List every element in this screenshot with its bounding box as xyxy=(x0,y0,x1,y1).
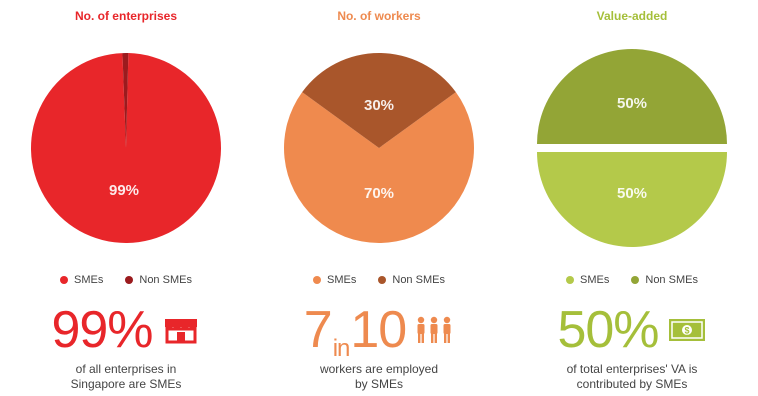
legend-label-non-smes: Non SMEs xyxy=(139,274,192,286)
pie-chart-value-added: 50% 50% xyxy=(537,49,727,247)
pie-slice-smes xyxy=(30,53,222,244)
pie-label-smes: 50% xyxy=(617,185,647,202)
desc-line-1: of total enterprises' VA is xyxy=(566,362,698,376)
legend-swatch-non-smes xyxy=(378,276,387,284)
desc-line-1: workers are employed xyxy=(319,362,439,376)
desc-line-1: of all enterprises in xyxy=(75,362,177,376)
stat-workers: 7in10 xyxy=(253,301,505,361)
legend-swatch-smes xyxy=(566,276,575,284)
stat-number: 7in10 xyxy=(303,301,407,361)
shop-icon xyxy=(164,319,197,344)
legend: SMEs Non SMEs xyxy=(253,274,505,286)
legend-swatch-smes xyxy=(60,276,69,284)
stat-value-added: 50% $ xyxy=(506,304,758,356)
legend-item-non-smes: Non SMEs xyxy=(378,274,445,286)
legend-item-non-smes: Non SMEs xyxy=(125,274,192,286)
pie-slice-non-smes xyxy=(537,49,727,144)
legend-item-smes: SMEs xyxy=(60,274,103,286)
banknote-icon: $ xyxy=(668,319,705,341)
stat-number-part-1: 7 xyxy=(303,301,333,359)
chart-title: Value-added xyxy=(596,9,668,23)
stat-number-part-2: 10 xyxy=(350,301,407,359)
chart-title: No. of enterprises xyxy=(74,9,178,23)
legend-swatch-smes xyxy=(313,276,322,284)
legend-item-smes: SMEs xyxy=(313,274,356,286)
pie-slice-non-smes xyxy=(122,53,129,149)
legend-swatch-non-smes xyxy=(631,276,640,284)
panel-workers: No. of workers 30% 70% SMEs Non SMEs 7in1… xyxy=(253,0,505,396)
desc-line-2: by SMEs xyxy=(354,377,403,391)
pie-label-smes: 99% xyxy=(109,182,139,199)
pie-slice-non-smes xyxy=(302,52,456,148)
legend-swatch-non-smes xyxy=(125,276,134,284)
stat-number: 99% xyxy=(51,301,153,359)
stat-connector: in xyxy=(332,335,351,362)
people-icon xyxy=(417,316,451,343)
legend-label-non-smes: Non SMEs xyxy=(645,274,698,286)
legend-item-smes: SMEs xyxy=(566,274,609,286)
pie-slice-smes xyxy=(284,92,474,243)
legend-label-smes: SMEs xyxy=(327,274,357,286)
stat-number: 50% xyxy=(557,301,659,359)
legend: SMEs Non SMEs xyxy=(506,274,758,286)
pie-label-non-smes: 30% xyxy=(364,97,394,114)
pie-label-smes: 70% xyxy=(364,185,394,202)
pie-chart-workers: 30% 70% xyxy=(284,52,474,243)
legend-label-smes: SMEs xyxy=(74,274,104,286)
desc-line-2: contributed by SMEs xyxy=(576,377,688,391)
svg-text:$: $ xyxy=(684,326,689,336)
legend: SMEs Non SMEs xyxy=(0,274,252,286)
stat-description: workers are employed by SMEs xyxy=(253,362,505,392)
pie-label-non-smes: 50% xyxy=(617,95,647,112)
stat-description: of all enterprises in Singapore are SMEs xyxy=(0,362,252,392)
stat-description: of total enterprises' VA is contributed … xyxy=(506,362,758,392)
legend-label-non-smes: Non SMEs xyxy=(392,274,445,286)
panel-enterprises: No. of enterprises 99% SMEs Non SMEs 99%… xyxy=(0,0,252,396)
pie-slice-smes xyxy=(537,152,727,247)
pie-chart-enterprises: 99% xyxy=(30,53,222,244)
legend-item-non-smes: Non SMEs xyxy=(631,274,698,286)
panel-value-added: Value-added 50% 50% SMEs Non SMEs 50% $ o… xyxy=(506,0,758,396)
stat-enterprises: 99% xyxy=(0,304,252,356)
legend-label-smes: SMEs xyxy=(580,274,610,286)
desc-line-2: Singapore are SMEs xyxy=(70,377,182,391)
chart-title: No. of workers xyxy=(337,9,421,23)
